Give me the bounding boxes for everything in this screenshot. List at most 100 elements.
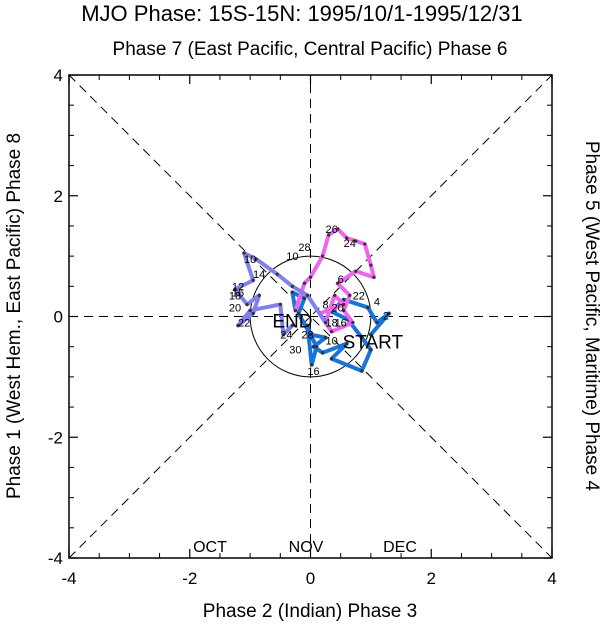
day-label-dec: 14 [253,269,265,281]
x-tick-label: 0 [306,569,315,588]
series-point-dec [236,323,240,328]
series-point-nov [330,329,334,334]
series-point-nov [336,227,340,231]
series-point-oct [369,333,373,337]
anti-diagonal-dashed-line [68,74,553,559]
day-label-nov: 8 [323,299,329,311]
series-point-oct [296,311,301,316]
series-point-oct [311,345,316,349]
series-point-dec [233,287,237,291]
y-tick-label: -2 [48,428,63,447]
series-point-oct [360,369,364,373]
series-point-dec [275,272,279,276]
series-point-dec [281,333,285,337]
day-label-nov: 20 [332,302,344,314]
day-label-oct: 16 [307,366,319,378]
series-point-oct [302,296,307,300]
right-phase-label: Phase 5 (West Pacific, Maritime) Phase 4 [581,141,602,492]
day-label-oct: 4 [374,296,380,308]
series-point-nov [351,320,355,325]
series-point-oct [323,336,328,340]
series-point-nov [342,308,346,313]
y-tick-label: 4 [54,66,63,85]
x-tick-label: -2 [182,569,197,588]
series-point-nov [372,275,376,279]
day-label-oct: 10 [326,336,338,348]
series-point-oct [314,345,319,349]
day-label-dec: 20 [229,302,241,314]
series-point-nov [293,308,298,313]
day-label-nov: 28 [298,242,310,254]
series-point-nov [302,281,307,285]
series-point-nov [348,293,352,297]
day-label-nov: 16 [335,318,347,330]
day-label-dec: 18 [229,290,241,302]
series-point-oct [290,290,294,294]
series-point-oct [369,348,373,352]
top-phase-label: Phase 7 (East Pacific, Central Pacific) … [113,39,508,60]
series-point-dec [248,308,252,313]
series-point-oct [345,342,349,346]
x-axis-label: Phase 2 (Indian) Phase 3 [203,601,417,622]
legend-oct: OCT [193,539,227,556]
series-point-nov [354,269,358,273]
series-point-oct [375,320,379,325]
day-label-dec: 28 [301,330,313,342]
day-label-dec: 16 [232,287,244,299]
series-point-nov [342,302,346,307]
day-label-oct: 2 [383,310,389,322]
series-point-oct [360,336,364,340]
day-label-dec: 22 [238,318,250,330]
day-label-nov: 18 [326,318,338,330]
x-tick-label: 4 [547,569,556,588]
series-point-oct [366,305,370,310]
series-line-dec [233,251,328,337]
y-tick-label: -4 [48,549,63,568]
series-point-oct [305,323,310,328]
day-label-nov: 6 [338,274,344,286]
series-point-dec [245,302,249,307]
day-label-nov: 22 [353,290,365,302]
series-point-oct [308,333,313,337]
series-point-oct [330,357,334,361]
series-point-nov [320,254,325,258]
series-point-dec [305,293,310,297]
day-label-dec: 10 [244,254,256,266]
series-point-nov [327,233,331,237]
series-point-nov [363,242,367,246]
series-point-nov [308,275,313,279]
day-label-dec: 24 [280,330,292,342]
series-point-dec [251,278,255,282]
diagonal-dashed-line [68,74,553,559]
series-point-nov [333,293,337,297]
y-tick-label: 2 [54,187,63,206]
series-point-dec [257,293,261,297]
day-label-dec: 12 [232,281,244,293]
series-point-dec [290,323,294,328]
series-point-nov [369,263,373,267]
series-point-dec [251,311,255,316]
series-point-oct [320,351,325,355]
day-label-dec: 30 [289,345,301,357]
series-point-dec [290,284,294,288]
end-label: END [272,312,312,333]
day-label-nov: 26 [326,224,338,236]
y-tick-label: 0 [54,308,63,327]
left-phase-label: Phase 1 (West Hem., East Pacific) Phase … [4,133,25,499]
legend-dec: DEC [383,539,417,556]
series-point-dec [242,251,246,255]
x-tick-label: 2 [427,569,436,588]
series-point-oct [310,363,314,367]
series-point-dec [323,320,328,325]
day-label-dec: 10 [286,251,298,263]
day-label-nov: 24 [344,238,356,250]
start-label: START [343,333,404,354]
series-point-nov [354,239,358,243]
series-point-nov [336,281,340,285]
series-point-nov [345,236,349,240]
series-point-dec [254,257,258,261]
series-point-oct [342,297,346,302]
series-point-dec [278,302,282,307]
